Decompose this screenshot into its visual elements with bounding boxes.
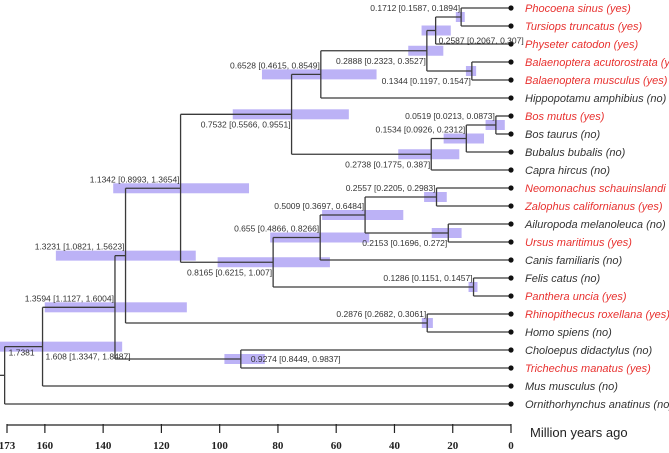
tip-label: Panthera uncia (yes) — [525, 291, 627, 303]
tip-dot — [508, 365, 514, 371]
axis-tick-label: 140 — [95, 440, 112, 452]
tip-labels: Phocoena sinus (yes) Tursiops truncatus (… — [524, 3, 669, 411]
tip-label: Capra hircus (no) — [525, 165, 610, 177]
tip-label: Bos taurus (no) — [525, 129, 601, 141]
node-age-label: 0.9274 [0.8449, 0.9837] — [251, 354, 341, 364]
axis-tick-label: 160 — [37, 440, 54, 452]
tip-dot — [508, 293, 514, 299]
node-age-label: 0.1712 [0.1587, 0.1894] — [370, 3, 460, 13]
node-age-label: 0.0519 [0.0213, 0.0873] — [405, 111, 495, 121]
time-axis: Million years ago 173 160 140 120 100 80 60 40 2… — [0, 424, 628, 452]
tip-dot — [508, 59, 514, 65]
tip-label: Ornithorhynchus anatinus (no) — [525, 399, 669, 411]
confidence-bar — [217, 257, 330, 268]
tip-label: Homo spiens (no) — [525, 327, 612, 339]
node-age-label: 0.1534 [0.0926, 0.2312] — [375, 125, 465, 135]
tip-label: Bos mutus (yes) — [525, 111, 605, 123]
tip-dot — [508, 41, 514, 47]
node-age-label: 0.2557 [0.2205, 0.2983] — [346, 183, 436, 193]
tip-dot — [508, 149, 514, 155]
tip-dot — [508, 257, 514, 263]
tip-dot — [508, 23, 514, 29]
node-age-label: 1.3594 [1.1127, 1.6004] — [25, 293, 114, 303]
tip-dot — [508, 275, 514, 281]
axis-tick-label: 60 — [331, 440, 343, 452]
tip-label: Phocoena sinus (yes) — [525, 3, 631, 15]
axis-tick-label: 173 — [0, 440, 16, 452]
node-age-label: 0.5009 [0.3697, 0.6484] — [274, 201, 364, 211]
tip-dot — [508, 347, 514, 353]
tip-label: Rhinopithecus roxellana (yes) — [525, 309, 669, 321]
tip-dot — [508, 221, 514, 227]
node-age-label: 0.6528 [0.4615, 0.8549] — [230, 60, 320, 70]
tip-dot — [508, 131, 514, 137]
branches — [0, 5, 514, 407]
tip-label: Ailuropoda melanoleuca (no) — [524, 219, 666, 231]
confidence-bar — [44, 302, 187, 313]
node-age-label: 0.655 [0.4866, 0.8266] — [234, 224, 319, 234]
tip-dot — [508, 167, 514, 173]
tip-label: Canis familiaris (no) — [525, 255, 623, 267]
tip-dot — [508, 5, 514, 11]
axis-tick-label: 20 — [447, 440, 459, 452]
tip-dot — [508, 77, 514, 83]
tip-dot — [508, 113, 514, 119]
tip-dot — [508, 401, 514, 407]
tip-dot — [508, 239, 514, 245]
tip-label: Balaenoptera musculus (yes) — [525, 75, 668, 87]
node-age-label: 1.7381 — [9, 347, 35, 357]
tip-label: Trichechus manatus (yes) — [525, 363, 651, 375]
axis-tick-label: 80 — [272, 440, 284, 452]
tip-label: Ursus maritimus (yes) — [525, 237, 632, 249]
axis-title: Million years ago — [530, 425, 628, 440]
axis-tick-label: 0 — [508, 440, 514, 452]
tip-label: Felis catus (no) — [525, 273, 601, 285]
axis-tick-label: 100 — [211, 440, 228, 452]
tip-dot — [508, 95, 514, 101]
tip-label: Physeter catodon (yes) — [525, 39, 638, 51]
tip-dot — [508, 203, 514, 209]
confidence-bar — [0, 341, 123, 352]
axis-tick-label: 40 — [389, 440, 401, 452]
tip-label: Choloepus didactylus (no) — [525, 345, 653, 357]
tip-dot — [508, 329, 514, 335]
node-age-label: 0.1344 [0.1197, 0.1547] — [382, 76, 471, 86]
tip-label: Zalophus californianus (yes) — [524, 201, 663, 213]
tip-dot — [508, 383, 514, 389]
tip-dot — [508, 185, 514, 191]
node-age-label: 0.1286 [0.1151, 0.1457] — [383, 273, 472, 283]
axis-tick-label: 120 — [153, 440, 170, 452]
node-age-label: 0.2888 [0.2323, 0.3527] — [336, 56, 426, 66]
confidence-bar — [224, 354, 265, 364]
node-age-label: 0.7532 [0.5566, 0.9551] — [201, 119, 291, 129]
tip-label: Tursiops truncatus (yes) — [525, 21, 643, 33]
node-age-label: 0.8165 [0.6215, 1.007] — [187, 267, 272, 277]
node-age-label: 1.3231 [1.0821, 1.5623] — [35, 242, 125, 252]
tip-label: Neomonachus schauinslandi (yes) — [525, 183, 669, 195]
tip-label: Mus musculus (no) — [525, 381, 618, 393]
tip-dot — [508, 311, 514, 317]
node-age-label: 0.2587 [0.2067, 0.307] — [439, 36, 524, 46]
tip-label: Bubalus bubalis (no) — [525, 147, 626, 159]
node-labels: 1.7381 1.608 [1.3347, 1.8487] 1.3594 [1.11… — [9, 3, 524, 364]
node-age-label: 1.608 [1.3347, 1.8487] — [46, 352, 131, 362]
node-age-label: 0.2153 [0.1696, 0.272] — [362, 238, 447, 248]
node-age-label: 0.2876 [0.2682, 0.3061] — [336, 309, 426, 319]
tip-label: Balaenoptera acutorostrata (yes) — [525, 57, 669, 69]
node-age-label: 0.2738 [0.1775, 0.387] — [345, 159, 430, 169]
node-age-label: 1.1342 [0.8993, 1.3654] — [90, 174, 180, 184]
tip-label: Hippopotamu amphibius (no) — [525, 93, 667, 105]
